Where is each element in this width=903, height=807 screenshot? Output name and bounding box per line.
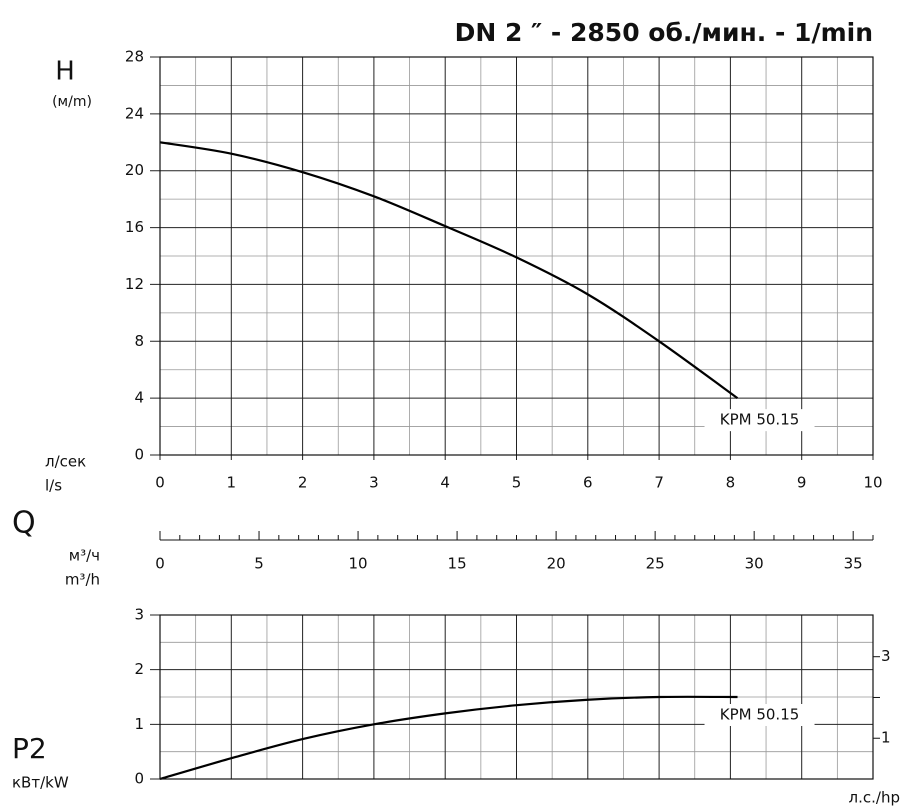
y-tick-label: 8 [134, 332, 144, 350]
y-tick-label: 12 [125, 275, 144, 293]
x-tick-label: 8 [726, 474, 736, 492]
y-tick-label: 2 [134, 660, 144, 678]
y2-tick-label: 1 [881, 729, 891, 747]
p2-unit: кВт/kW [12, 774, 69, 792]
q-tick-label: 15 [448, 555, 467, 573]
q-tick-label: 30 [745, 555, 764, 573]
x-tick-label: 3 [369, 474, 379, 492]
q-unit: м³/ч [69, 547, 100, 565]
x-tick-label: 2 [298, 474, 308, 492]
q-tick-label: 0 [155, 555, 165, 573]
y-tick-label: 4 [134, 389, 144, 407]
y-tick-label: 24 [125, 104, 144, 122]
curve-label: KPM 50.15 [720, 706, 800, 724]
x-tick-label: 0 [155, 474, 165, 492]
y-tick-label: 28 [125, 48, 144, 66]
plot-frame [159, 614, 874, 780]
y-tick-label: 3 [134, 606, 144, 624]
y-tick-label: 1 [134, 715, 144, 733]
curve [159, 141, 739, 400]
curve [159, 695, 738, 781]
q-unit: m³/h [65, 571, 100, 589]
x-tick-label: 9 [797, 474, 807, 492]
chart-title: DN 2 ″ - 2850 об./мин. - 1/min [455, 18, 873, 47]
x-tick-label: 1 [227, 474, 237, 492]
plot-frame [159, 56, 874, 456]
curve-label: KPM 50.15 [720, 411, 800, 429]
x-unit: л/сек [45, 453, 86, 471]
x-unit: l/s [45, 477, 62, 495]
q-label: Q [12, 506, 36, 541]
q-tick-label: 5 [254, 555, 264, 573]
q-tick-label: 35 [844, 555, 863, 573]
y-tick-label: 0 [134, 446, 144, 464]
q-tick-label: 25 [646, 555, 665, 573]
y-label: H [55, 57, 75, 87]
x-tick-label: 4 [440, 474, 450, 492]
x-tick-label: 10 [863, 474, 882, 492]
p2-label: P2 [12, 732, 47, 765]
x-tick-label: 6 [583, 474, 593, 492]
q-tick-label: 10 [349, 555, 368, 573]
x-tick-label: 5 [512, 474, 522, 492]
y-unit: (м/m) [52, 94, 92, 110]
y2-tick-label: 3 [881, 647, 891, 665]
x-tick-label: 7 [654, 474, 664, 492]
y-tick-label: 0 [134, 770, 144, 788]
y2-unit: л.с./hp [849, 789, 900, 807]
y-tick-label: 20 [125, 161, 144, 179]
label-bg [704, 409, 815, 432]
y-tick-label: 16 [125, 218, 144, 236]
label-bg [704, 704, 815, 726]
q-tick-label: 20 [547, 555, 566, 573]
